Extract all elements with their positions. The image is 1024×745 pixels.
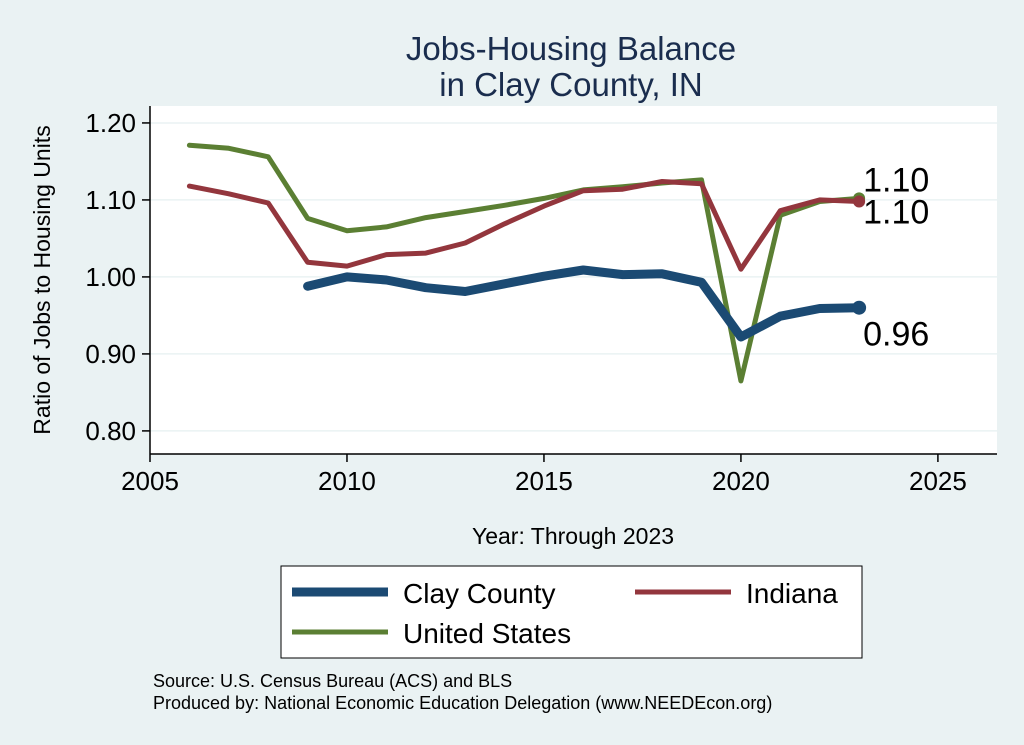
series-line-indiana	[186, 179, 862, 272]
x-tick-label: 2010	[318, 466, 376, 496]
y-axis-ticks: 0.80 0.90 1.00 1.10 1.20	[85, 108, 150, 446]
y-tick-label: 1.10	[85, 185, 136, 215]
y-tick-label: 0.90	[85, 339, 136, 369]
legend-label-clay-county: Clay County	[403, 578, 556, 609]
y-tick-label: 0.80	[85, 416, 136, 446]
legend-box	[280, 565, 863, 659]
series-line-clay-county	[303, 265, 864, 342]
end-marker-indiana	[853, 195, 866, 208]
series-layer	[186, 142, 867, 384]
y-tick-label: 1.00	[85, 262, 136, 292]
end-label-indiana: 1.10	[863, 193, 929, 231]
y-tick-label: 1.20	[85, 108, 136, 138]
chart-title-line-1: Jobs-Housing Balance	[406, 30, 736, 67]
legend-label-indiana: Indiana	[746, 578, 838, 609]
legend-label-united-states: United States	[403, 618, 571, 649]
plot-area	[150, 106, 997, 454]
producer-note: Produced by: National Economic Education…	[153, 693, 772, 713]
y-axis-title: Ratio of Jobs to Housing Units	[29, 125, 55, 434]
x-tick-label: 2015	[515, 466, 573, 496]
end-label-united-states: 1.10	[863, 161, 929, 199]
series-line-united-states	[186, 142, 862, 384]
x-tick-label: 2025	[909, 466, 967, 496]
chart-title-line-2: in Clay County, IN	[439, 66, 702, 103]
end-labels: 0.96 1.101.10	[863, 161, 929, 353]
x-tick-label: 2005	[121, 466, 179, 496]
end-marker-clay-county	[852, 300, 867, 315]
x-axis-title: Year: Through 2023	[472, 523, 674, 549]
x-tick-label: 2020	[712, 466, 770, 496]
end-label-clay-county: 0.96	[863, 316, 929, 354]
source-note: Source: U.S. Census Bureau (ACS) and BLS	[153, 671, 512, 691]
x-axis-ticks: 2005 2010 2015 2020 2025	[121, 454, 967, 496]
